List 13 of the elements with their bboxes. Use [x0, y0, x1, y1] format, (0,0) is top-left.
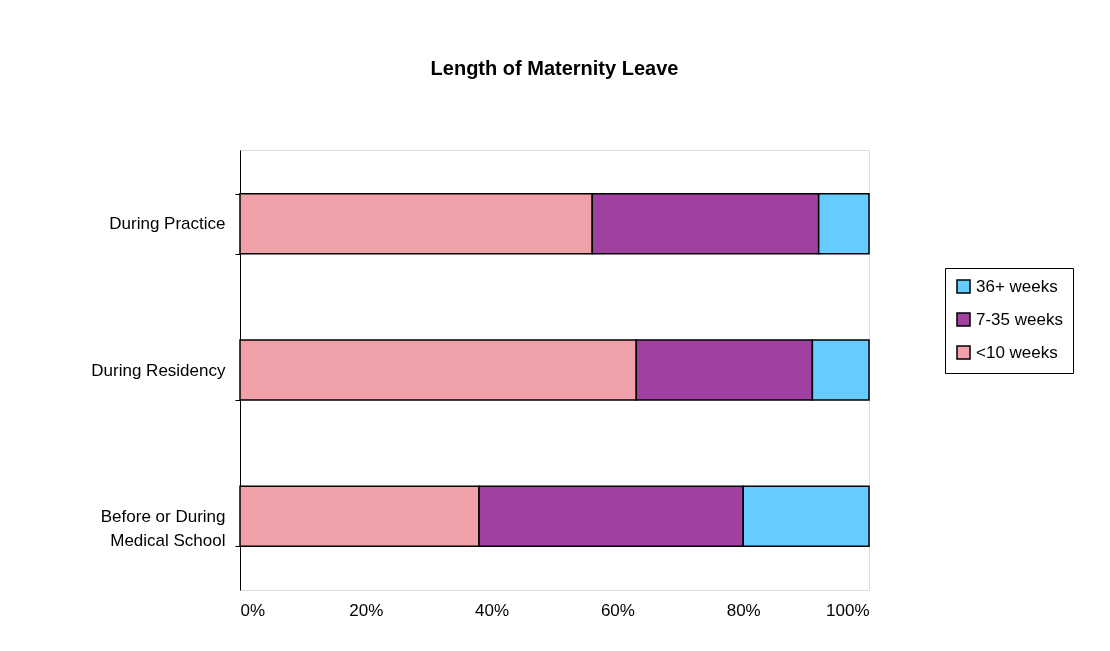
y-tick-label: During Residency [91, 360, 226, 380]
x-tick-label: 0% [240, 600, 266, 620]
y-tick-label: Before or During Medical School [100, 506, 226, 550]
x-tick-label: 100% [826, 600, 870, 620]
chart-title: Length of Maternity Leave [430, 57, 679, 79]
legend-label: 7-35 weeks [976, 309, 1063, 329]
x-tick-label: 40% [475, 600, 510, 620]
x-tick-label: 80% [726, 600, 761, 620]
y-tick-label: During Practice [109, 214, 226, 234]
x-tick-label: 20% [349, 600, 384, 620]
x-tick-label: 60% [600, 600, 635, 620]
legend-label: 36+ weeks [976, 276, 1058, 296]
legend-label: <10 weeks [976, 342, 1058, 362]
